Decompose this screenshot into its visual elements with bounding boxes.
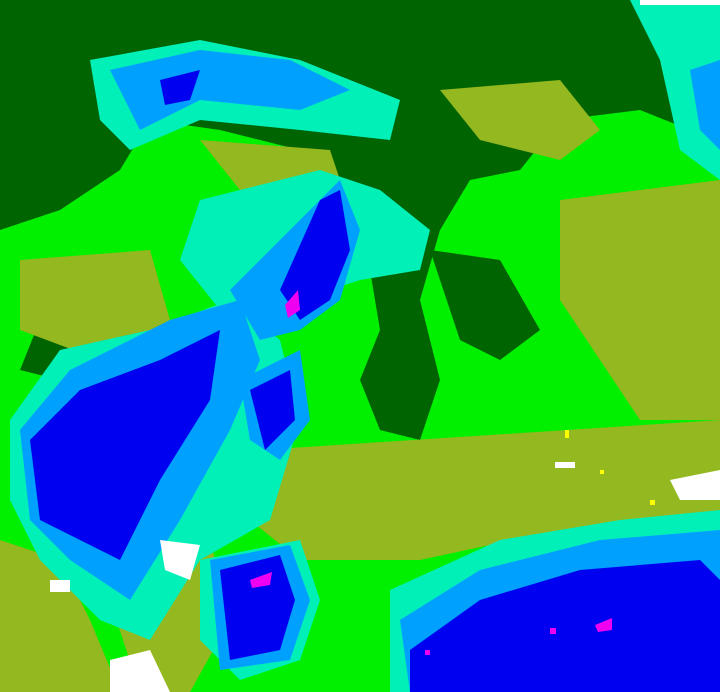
yellow-specks	[565, 430, 655, 505]
blue-regions	[30, 70, 720, 692]
white-spots	[50, 0, 720, 692]
magenta-spots	[250, 290, 612, 655]
